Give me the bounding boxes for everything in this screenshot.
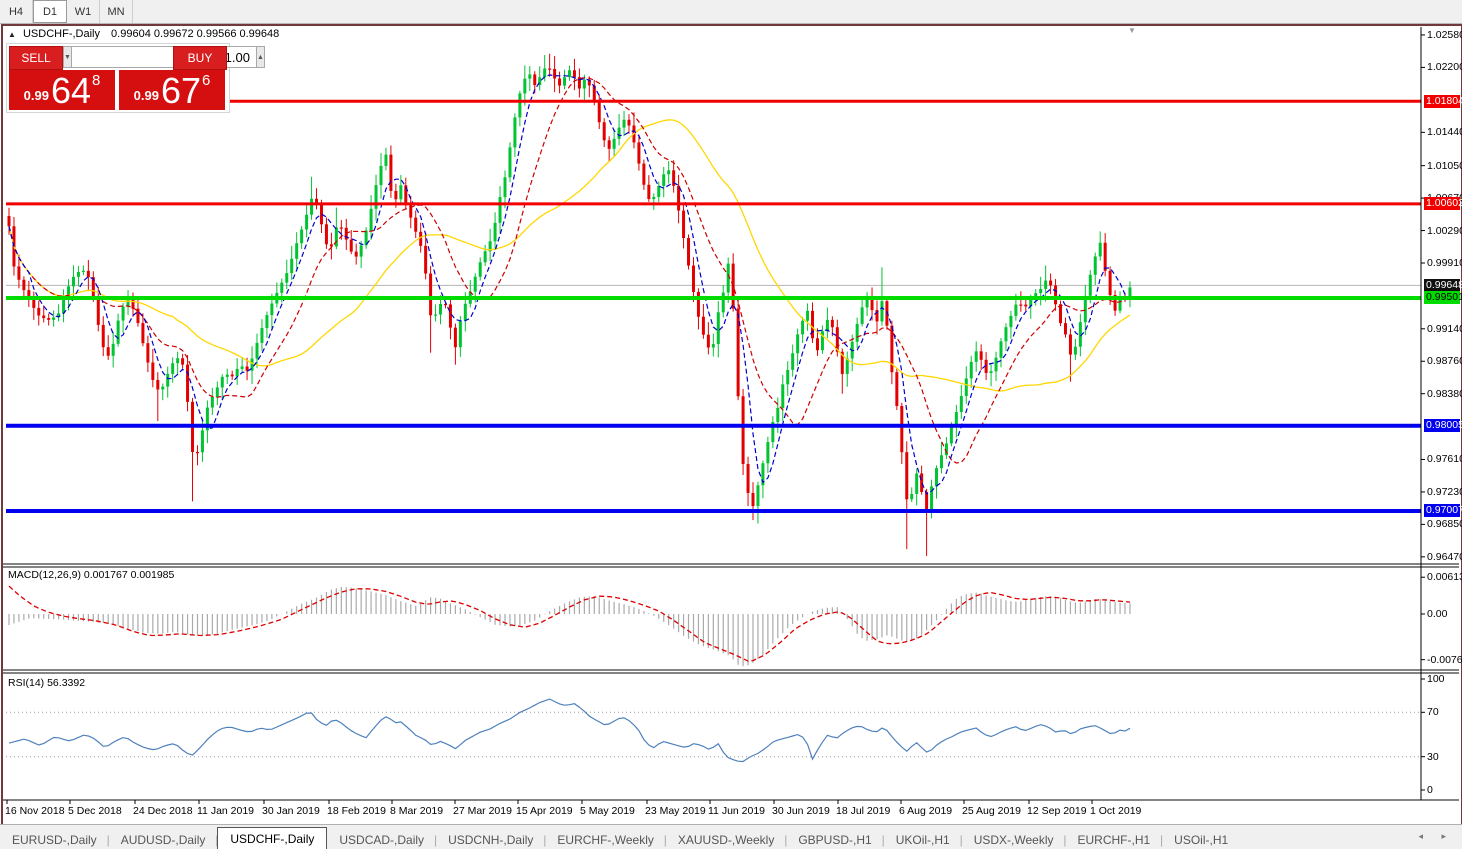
volume-increase-icon[interactable]: ▲ xyxy=(255,46,265,68)
price-tick-label: 1.01440 xyxy=(1427,126,1462,139)
price-tick-label: 1.02580 xyxy=(1427,28,1462,41)
rsi-indicator-label: RSI(14) 56.3392 xyxy=(8,677,86,689)
price-tick-label: 0.98760 xyxy=(1427,355,1462,368)
date-tick-label: 11 Jun 2019 xyxy=(708,805,766,817)
macd-indicator-label: MACD(12,26,9) 0.001767 0.001985 xyxy=(8,569,175,581)
chart-title: ▲ USDCHF-,Daily 0.99604 0.99672 0.99566 … xyxy=(8,28,279,40)
date-tick-label: 23 May 2019 xyxy=(645,805,706,817)
rsi-tick-label: 100 xyxy=(1427,673,1445,685)
macd-tick-label: 0.00613 xyxy=(1427,571,1462,584)
buy-button[interactable]: BUY xyxy=(173,46,227,70)
macd-tick-label: 0.00 xyxy=(1427,608,1448,620)
volume-decrease-icon[interactable]: ▼ xyxy=(63,46,72,68)
horizontal-level-lines xyxy=(6,99,1421,513)
tab-scroll-arrows[interactable]: ◂ ▸ xyxy=(1418,831,1454,841)
one-click-panel-toggle-icon[interactable]: ▲ xyxy=(8,30,16,39)
chart-tab-eurchf[interactable]: EURCHF-,Weekly | xyxy=(557,833,667,847)
candlesticks xyxy=(7,53,1132,556)
buy-price-pip-digit: 6 xyxy=(202,72,211,89)
sell-price-prefix: 0.99 xyxy=(23,88,49,103)
rsi-line xyxy=(8,698,1131,763)
price-tick-label: 1.01050 xyxy=(1427,159,1462,172)
date-tick-label: 12 Sep 2019 xyxy=(1027,805,1087,817)
price-tick-label: 0.97610 xyxy=(1427,453,1462,466)
timeframe-button-mn[interactable]: MN xyxy=(100,0,133,23)
chart-tab-usoil[interactable]: USOil-,H1 xyxy=(1174,833,1229,847)
date-tick-label: 18 Jul 2019 xyxy=(836,805,891,817)
rsi-tick-label: 30 xyxy=(1427,750,1439,763)
date-tick-label: 24 Dec 2018 xyxy=(133,805,193,817)
date-tick-label: 30 Jun 2019 xyxy=(772,805,830,817)
date-tick-label: 1 Oct 2019 xyxy=(1090,805,1142,817)
chart-tab-usdcad[interactable]: USDCAD-,Daily | xyxy=(339,833,438,847)
price-tick-label: 0.96850 xyxy=(1427,518,1462,531)
chart-tab-audusd[interactable]: AUDUSD-,Daily| xyxy=(120,833,219,847)
date-tick-label: 6 Aug 2019 xyxy=(899,805,953,817)
date-tick-label: 8 Mar 2019 xyxy=(390,805,444,817)
price-level-badge: 0.97007 xyxy=(1424,504,1462,518)
sell-price-button[interactable]: 0.99 64 8 xyxy=(9,70,115,110)
chart-tab-gbpusd[interactable]: GBPUSD-,H1 | xyxy=(798,833,885,847)
sell-price-pip-digit: 8 xyxy=(92,72,101,89)
volume-stepper: ▼ ▲ xyxy=(63,46,265,68)
chart-tab-usdx[interactable]: USDX-,Weekly | xyxy=(973,833,1067,847)
sell-price-big-digits: 64 xyxy=(50,70,91,110)
date-tick-label: 5 Dec 2018 xyxy=(68,805,122,817)
ma-line-13 xyxy=(8,77,1131,464)
chart-tab-usdcnh[interactable]: USDCNH-,Daily | xyxy=(448,833,547,847)
price-tick-label: 0.99910 xyxy=(1427,257,1462,270)
timeframe-button-h4[interactable]: H4 xyxy=(0,0,33,23)
chart-tab-xauusd[interactable]: XAUUSD-,Weekly | xyxy=(677,833,788,847)
chart-ohlc-values: 0.99604 0.99672 0.99566 0.99648 xyxy=(111,28,280,40)
buy-price-big-digits: 67 xyxy=(160,70,201,110)
date-tick-label: 15 Apr 2019 xyxy=(516,805,573,817)
date-tick-label: 16 Nov 2018 xyxy=(5,805,65,817)
chart-tab-ukoil[interactable]: UKOil-,H1 | xyxy=(895,833,963,847)
date-tick-label: 25 Aug 2019 xyxy=(962,805,1021,817)
ma-line-34 xyxy=(8,119,1131,392)
chart-shift-marker-icon[interactable]: ▼ xyxy=(1128,26,1136,35)
price-tick-label: 0.96470 xyxy=(1427,550,1462,563)
macd-signal-line xyxy=(8,585,1131,662)
price-level-badge: 1.01804 xyxy=(1424,94,1462,108)
timeframe-button-d1[interactable]: D1 xyxy=(33,0,67,23)
timeframe-toolbar: H4 D1 W1 MN xyxy=(0,0,1462,24)
volume-input[interactable] xyxy=(71,46,256,68)
price-tick-label: 0.98380 xyxy=(1427,387,1462,400)
price-level-badge: 1.00602 xyxy=(1424,197,1462,211)
price-tick-label: 0.99140 xyxy=(1427,322,1462,335)
rsi-tick-label: 70 xyxy=(1427,706,1439,719)
price-tick-label: 1.00290 xyxy=(1427,224,1462,237)
date-tick-label: 27 Mar 2019 xyxy=(453,805,512,817)
chart-tab-eurchf[interactable]: EURCHF-,H1 | xyxy=(1077,833,1164,847)
buy-price-prefix: 0.99 xyxy=(133,88,159,103)
price-tick-label: 1.02200 xyxy=(1427,61,1462,74)
price-level-badge: 0.99501 xyxy=(1424,291,1462,305)
ma-line-5 xyxy=(8,74,1131,495)
price-level-badge: 0.99648 xyxy=(1424,278,1462,292)
chart-tab-bar: EURUSD-,Daily| AUDUSD-,Daily|USDCHF-,Dail… xyxy=(0,824,1462,849)
price-level-badge: 0.98005 xyxy=(1424,419,1462,433)
rsi-tick-label: 0 xyxy=(1427,784,1433,796)
date-tick-label: 11 Jan 2019 xyxy=(197,805,255,817)
date-tick-label: 18 Feb 2019 xyxy=(327,805,386,817)
chart-tab-usdchf[interactable]: USDCHF-,Daily xyxy=(217,827,328,849)
price-tick-label: 0.97230 xyxy=(1427,485,1462,498)
macd-histogram xyxy=(8,586,1131,667)
timeframe-button-w1[interactable]: W1 xyxy=(67,0,100,23)
sell-button[interactable]: SELL xyxy=(9,46,63,70)
one-click-trading-panel: SELL ▼ ▲ BUY 0.99 64 8 0.99 67 6 xyxy=(6,43,265,113)
buy-price-button[interactable]: 0.99 67 6 xyxy=(119,70,225,110)
date-tick-label: 30 Jan 2019 xyxy=(262,805,320,817)
chart-tab-eurusd[interactable]: EURUSD-,Daily | xyxy=(12,833,110,847)
chart-symbol-label: USDCHF-,Daily xyxy=(22,28,100,40)
date-tick-label: 5 May 2019 xyxy=(580,805,635,817)
